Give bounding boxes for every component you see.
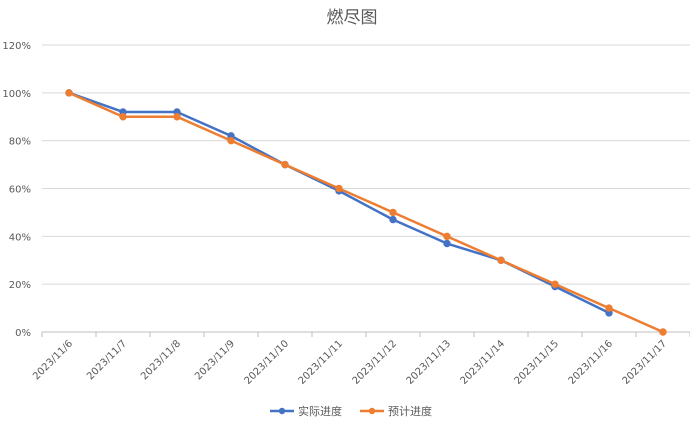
data-point (119, 113, 127, 121)
y-tick-label: 60% (9, 185, 31, 196)
x-axis-ticks: 2023/11/6 2023/11/7 2023/11/8 2023/11/9 2023… (31, 332, 690, 387)
y-tick-label: 100% (2, 89, 31, 100)
x-tick-label: 2023/11/10 (243, 338, 292, 387)
x-tick-label: 2023/11/16 (567, 338, 616, 387)
legend-item[interactable]: 预计进度 (360, 404, 432, 418)
legend-swatch-marker (368, 407, 376, 415)
series-1 (65, 89, 613, 317)
y-tick-label: 120% (2, 41, 31, 52)
data-point (497, 256, 505, 264)
data-point (389, 208, 397, 217)
data-point (173, 113, 181, 121)
x-tick-label: 2023/11/17 (621, 338, 670, 387)
legend-swatch-marker (278, 407, 286, 415)
data-point (659, 328, 667, 336)
data-point (551, 280, 559, 288)
data-point (443, 232, 451, 241)
series-line (68, 91, 610, 314)
y-tick-label: 0% (15, 328, 31, 339)
x-tick-label: 2023/11/6 (31, 338, 75, 382)
legend-item[interactable]: 实际进度 (270, 404, 342, 418)
x-tick-label: 2023/11/11 (297, 338, 346, 387)
y-axis-ticks: 0% 20% 40% 60% 80% 100% 120% (2, 41, 31, 339)
gridlines (42, 44, 690, 333)
x-tick-label: 2023/11/14 (459, 338, 508, 387)
x-tick-label: 2023/11/7 (85, 338, 129, 382)
series-line (68, 91, 664, 334)
y-tick-label: 20% (9, 280, 31, 291)
series-2 (65, 89, 667, 336)
data-point (605, 304, 613, 312)
data-point (443, 239, 451, 248)
x-tick-label: 2023/11/15 (513, 338, 562, 387)
x-tick-label: 2023/11/13 (405, 338, 454, 387)
legend-label: 预计进度 (388, 404, 432, 418)
y-tick-label: 80% (9, 137, 31, 148)
data-point (389, 215, 397, 224)
legend[interactable]: 实际进度 预计进度 (270, 404, 432, 418)
data-point (227, 136, 235, 145)
y-tick-label: 40% (9, 232, 31, 243)
series-layer (65, 89, 667, 336)
x-tick-label: 2023/11/12 (351, 338, 400, 387)
chart-title: 燃尽图 (327, 8, 378, 28)
data-point (335, 184, 343, 193)
x-tick-label: 2023/11/8 (139, 338, 183, 382)
legend-label: 实际进度 (298, 404, 342, 418)
x-tick-label: 2023/11/9 (193, 338, 237, 382)
data-point (281, 160, 289, 169)
data-point (65, 89, 73, 97)
